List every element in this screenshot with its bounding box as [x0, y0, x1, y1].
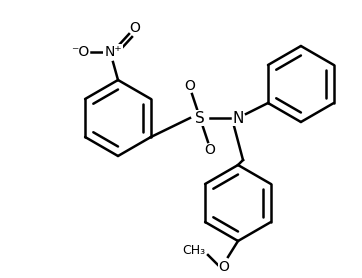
Text: N: N	[232, 110, 244, 125]
Text: O: O	[185, 79, 195, 93]
Text: CH₃: CH₃	[182, 244, 206, 257]
Text: ⁻O: ⁻O	[71, 45, 89, 59]
Text: O: O	[219, 260, 230, 274]
Text: O: O	[205, 143, 215, 157]
Text: O: O	[130, 21, 140, 35]
Text: N⁺: N⁺	[104, 45, 122, 59]
Text: S: S	[195, 110, 205, 125]
